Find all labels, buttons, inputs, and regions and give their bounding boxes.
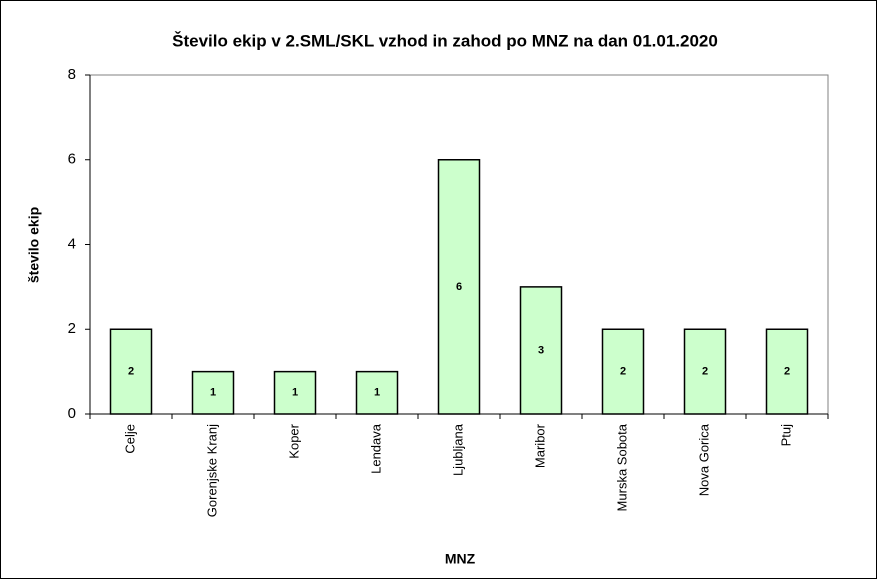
- bar: [437, 159, 481, 415]
- y-axis-label: število ekip: [26, 207, 42, 283]
- x-tick-label: Ptuj: [778, 424, 793, 447]
- data-label: 6: [456, 281, 462, 293]
- bar: [765, 328, 809, 415]
- x-tick-label: Maribor: [532, 423, 547, 468]
- y-tick-label: 2: [68, 320, 76, 337]
- y-tick-label: 8: [68, 66, 76, 83]
- data-label: 2: [784, 366, 790, 378]
- bar: [519, 286, 563, 415]
- x-tick-label: Koper: [286, 423, 301, 458]
- x-tick-label: Murska Sobota: [614, 423, 629, 511]
- x-axis-label: MNZ: [445, 551, 476, 567]
- chart-title: Število ekip v 2.SML/SKL vzhod in zahod …: [172, 31, 718, 50]
- bar: [191, 370, 235, 415]
- x-tick-label: Celje: [122, 424, 137, 454]
- x-tick-label: Lendava: [368, 423, 383, 474]
- data-label: 3: [538, 344, 544, 356]
- x-tick-label: Gorenjske Kranj: [204, 424, 219, 517]
- bar: [601, 328, 645, 415]
- data-label: 2: [620, 366, 626, 378]
- data-label: 1: [210, 387, 216, 399]
- bar: [355, 370, 399, 415]
- bar: [109, 328, 153, 415]
- bar: [273, 370, 317, 415]
- y-tick-label: 6: [68, 151, 76, 168]
- data-label: 1: [374, 387, 380, 399]
- x-tick-label: Ljubljana: [450, 423, 465, 476]
- bar: [683, 328, 727, 415]
- y-tick-label: 0: [68, 405, 76, 422]
- data-label: 2: [128, 366, 134, 378]
- y-tick-label: 4: [68, 235, 76, 252]
- data-label: 1: [292, 387, 298, 399]
- x-tick-label: Nova Gorica: [696, 423, 711, 496]
- data-label: 2: [702, 366, 708, 378]
